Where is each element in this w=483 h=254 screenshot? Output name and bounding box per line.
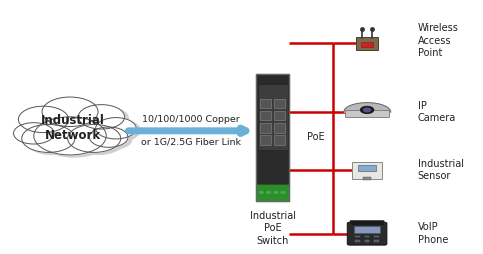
Circle shape <box>22 108 72 135</box>
Circle shape <box>281 192 285 194</box>
FancyBboxPatch shape <box>356 37 378 50</box>
Text: or 1G/2.5G Fiber Link: or 1G/2.5G Fiber Link <box>141 137 241 146</box>
Text: Industrial
PoE
Switch: Industrial PoE Switch <box>250 211 296 246</box>
Circle shape <box>22 124 75 152</box>
Text: Network: Network <box>44 129 100 142</box>
FancyBboxPatch shape <box>365 236 369 237</box>
Circle shape <box>38 119 110 157</box>
Circle shape <box>34 117 106 155</box>
FancyBboxPatch shape <box>274 123 284 133</box>
Circle shape <box>93 129 132 149</box>
FancyBboxPatch shape <box>274 99 284 108</box>
FancyBboxPatch shape <box>345 110 389 117</box>
FancyBboxPatch shape <box>374 236 379 237</box>
FancyBboxPatch shape <box>274 111 284 120</box>
Circle shape <box>78 105 125 129</box>
Circle shape <box>17 125 58 146</box>
Text: 10/100/1000 Copper: 10/100/1000 Copper <box>142 116 240 124</box>
FancyBboxPatch shape <box>350 220 384 226</box>
Text: Wireless
Access
Point: Wireless Access Point <box>418 23 459 58</box>
Text: IP
Camera: IP Camera <box>418 101 456 123</box>
Circle shape <box>267 192 270 194</box>
FancyBboxPatch shape <box>260 135 271 145</box>
FancyBboxPatch shape <box>358 165 376 171</box>
Text: VoIP
Phone: VoIP Phone <box>418 223 448 245</box>
Circle shape <box>71 126 125 154</box>
Circle shape <box>96 118 136 139</box>
FancyBboxPatch shape <box>355 236 360 237</box>
FancyBboxPatch shape <box>361 42 373 47</box>
FancyBboxPatch shape <box>256 74 289 201</box>
FancyBboxPatch shape <box>256 184 289 201</box>
FancyBboxPatch shape <box>354 226 380 233</box>
Circle shape <box>259 192 263 194</box>
Circle shape <box>361 106 373 113</box>
FancyBboxPatch shape <box>260 111 271 120</box>
FancyBboxPatch shape <box>355 240 360 242</box>
Circle shape <box>99 120 140 141</box>
Text: Industrial
Sensor: Industrial Sensor <box>418 159 464 181</box>
FancyBboxPatch shape <box>260 99 271 108</box>
Circle shape <box>18 106 69 133</box>
FancyBboxPatch shape <box>363 177 371 180</box>
Circle shape <box>274 192 278 194</box>
FancyBboxPatch shape <box>260 123 271 133</box>
Text: Industrial: Industrial <box>41 114 104 127</box>
FancyBboxPatch shape <box>258 84 288 150</box>
FancyBboxPatch shape <box>347 222 387 245</box>
FancyBboxPatch shape <box>352 162 383 179</box>
FancyBboxPatch shape <box>374 240 379 242</box>
FancyBboxPatch shape <box>274 135 284 145</box>
FancyBboxPatch shape <box>365 240 369 242</box>
Circle shape <box>42 97 98 126</box>
Circle shape <box>26 126 79 154</box>
Text: PoE: PoE <box>307 132 324 142</box>
Circle shape <box>89 127 128 147</box>
Circle shape <box>82 107 128 131</box>
Circle shape <box>14 123 54 144</box>
Circle shape <box>364 108 370 112</box>
Circle shape <box>68 124 121 152</box>
Circle shape <box>46 99 102 129</box>
